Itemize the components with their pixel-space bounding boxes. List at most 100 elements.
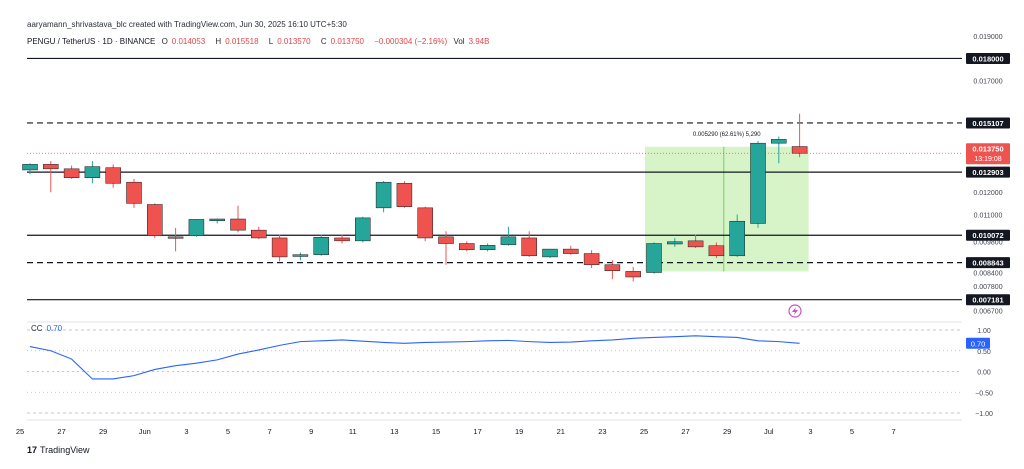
x-tick-10: 15 — [432, 427, 440, 436]
level-tag-label-3: 0.010072 — [972, 231, 1003, 240]
cc-current-value: 0.70 — [46, 324, 63, 333]
x-tick-18: Jul — [764, 427, 774, 436]
candle-body-32 — [687, 240, 704, 248]
candle-body-29 — [625, 271, 641, 278]
candle-body-17 — [375, 181, 392, 209]
measure-range-label: 0.005290 (62.61%) 5,290 — [693, 132, 761, 138]
high-label: H — [215, 37, 222, 46]
level-tag-2 — [966, 166, 1010, 178]
candle-body-37 — [791, 146, 808, 154]
level-tag-5 — [966, 294, 1010, 306]
candle-body-24 — [521, 237, 537, 257]
candle-body-20 — [438, 236, 454, 244]
low-label: L — [268, 37, 274, 46]
candle-body-21 — [459, 243, 475, 251]
candle-body-7 — [167, 236, 184, 239]
level-tag-label-4: 0.008843 — [972, 259, 1003, 268]
volume-value: 3.94B — [468, 37, 490, 46]
cc-legend: CC 0.70 — [31, 324, 62, 333]
cc-series-line — [29, 335, 800, 380]
x-tick-13: 21 — [557, 427, 565, 436]
high-value: 0.015518 — [225, 37, 259, 46]
level-tag-3 — [966, 229, 1010, 241]
candle-body-11 — [251, 229, 267, 239]
tradingview-logo[interactable]: 17 TradingView — [27, 445, 90, 455]
price-tick-0: 0.019000 — [973, 34, 1002, 41]
candle-body-14 — [313, 237, 329, 255]
x-tick-11: 17 — [473, 427, 481, 436]
level-tag-label-2: 0.012903 — [972, 168, 1003, 177]
x-tick-4: 3 — [184, 427, 188, 436]
level-tag-label-0: 0.018000 — [972, 54, 1003, 63]
open-label: O — [161, 37, 168, 46]
cc-tick-4: −1.00 — [975, 411, 993, 418]
cc-tick-2: 0.00 — [977, 370, 991, 377]
level-tag-4 — [966, 257, 1010, 269]
x-tick-19: 3 — [808, 427, 812, 436]
close-label: C — [320, 37, 327, 46]
x-tick-8: 11 — [349, 427, 357, 436]
x-tick-3: Jun — [139, 427, 151, 436]
x-tick-12: 19 — [515, 427, 523, 436]
level-tag-label-5: 0.007181 — [972, 296, 1003, 305]
candles-layer — [22, 113, 808, 282]
price-labels-layer: 0.018000 0.015107 0.012903 0.010072 0.008843… — [966, 52, 1010, 349]
candle-body-12 — [271, 237, 288, 258]
candle-body-34 — [729, 220, 745, 257]
cc-label: CC — [31, 324, 43, 333]
cc-tick-1: 0.50 — [977, 349, 991, 356]
chart-credit: aaryamann_shrivastava_blc created with T… — [27, 20, 347, 29]
candle-body-16 — [355, 217, 371, 242]
candle-body-1 — [43, 164, 59, 170]
symbol-name[interactable]: PENGU / TetherUS · 1D · BINANCE — [27, 37, 156, 46]
cc-tick-0: 1.00 — [977, 328, 991, 335]
candle-body-2 — [63, 168, 80, 178]
axes-layer: 0.0190000.0170000.0140000.0120000.011000… — [16, 34, 1003, 436]
candle-body-35 — [750, 142, 766, 224]
open-value: 0.014053 — [171, 37, 206, 46]
x-tick-15: 25 — [640, 427, 648, 436]
candle-body-31 — [667, 241, 683, 245]
x-tick-20: 5 — [850, 427, 854, 436]
x-tick-1: 27 — [57, 427, 65, 436]
flash-icon[interactable] — [788, 304, 802, 318]
candle-body-36 — [771, 139, 787, 144]
candle-body-3 — [84, 166, 101, 178]
price-tick-6: 0.008400 — [973, 271, 1002, 278]
cc-tick-3: −0.50 — [975, 390, 993, 397]
x-tick-17: 29 — [723, 427, 731, 436]
measure-layer: 0.005290 (62.61%) 5,290 — [645, 132, 809, 272]
tradingview-logo-text: TradingView — [40, 445, 90, 455]
candle-body-22 — [479, 245, 496, 251]
x-tick-5: 5 — [226, 427, 230, 436]
candle-body-27 — [583, 253, 600, 265]
last-price-tag — [966, 143, 1010, 165]
close-value: 0.013750 — [330, 37, 365, 46]
candle-body-23 — [500, 236, 517, 245]
tradingview-logo-mark: 17 — [27, 445, 38, 455]
level-tag-1 — [966, 117, 1010, 129]
x-tick-0: 25 — [16, 427, 24, 436]
price-tick-8: 0.006700 — [973, 308, 1002, 315]
x-tick-21: 7 — [892, 427, 896, 436]
price-tick-4: 0.011000 — [974, 213, 1003, 220]
candle-body-4 — [105, 167, 121, 184]
candle-body-30 — [646, 243, 662, 273]
candle-body-19 — [417, 207, 433, 239]
volume-label: Vol — [453, 37, 465, 46]
x-tick-7: 9 — [309, 427, 313, 436]
x-tick-6: 7 — [268, 427, 272, 436]
candle-body-26 — [563, 248, 579, 254]
x-tick-14: 23 — [598, 427, 606, 436]
last-price-label: 0.013750 — [972, 145, 1003, 154]
candle-body-8 — [188, 219, 205, 236]
x-tick-9: 13 — [390, 427, 398, 436]
candle-body-0 — [22, 164, 38, 171]
change-value: −0.000304 (−2.16%) — [374, 37, 448, 46]
price-tick-3: 0.012000 — [973, 190, 1002, 197]
candle-body-6 — [147, 204, 163, 236]
candle-body-15 — [334, 237, 350, 242]
candle-body-28 — [604, 264, 621, 271]
cc-value-tag-label: 0.70 — [971, 339, 986, 348]
